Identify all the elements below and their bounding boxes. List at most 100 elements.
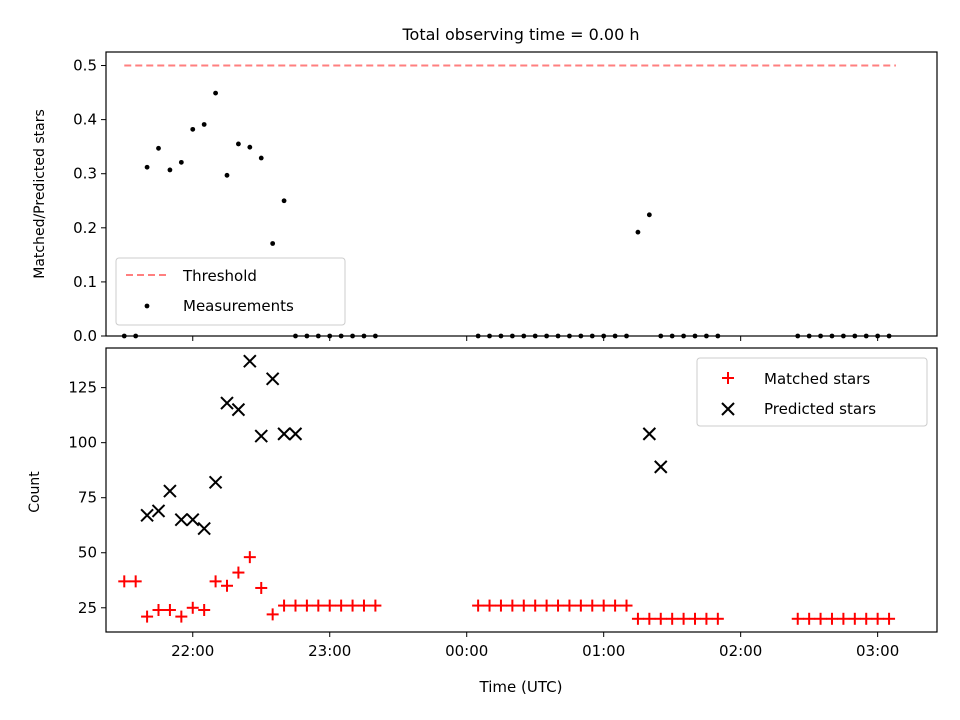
matched-star-point <box>597 599 610 612</box>
measurement-point <box>190 126 196 132</box>
predicted-star-point <box>151 504 166 518</box>
matched-star-point <box>517 599 530 612</box>
ratio-y-tick-label-0: 0.0 <box>73 327 97 345</box>
matched-star-point <box>312 599 325 612</box>
predicted-legend-swatch <box>721 402 735 416</box>
count-y-axis-label: Count <box>27 471 43 513</box>
predicted-star-point <box>243 354 257 368</box>
matched-star-point <box>883 612 896 625</box>
predicted-star-point <box>265 372 280 386</box>
matched-star-point <box>643 612 656 625</box>
measurement-point <box>646 212 652 218</box>
matched-star-point <box>803 612 816 625</box>
matched-star-point <box>586 599 599 612</box>
x-b <box>231 402 246 417</box>
measurement-point <box>178 159 184 165</box>
count-plot-area: 25 50 75 100 125 22:00 23:00 00:00 01:00 02:00 03:… <box>68 354 899 660</box>
matched-star-point <box>791 612 804 625</box>
matched-star-point <box>529 599 542 612</box>
matched-star-point <box>289 599 302 612</box>
x-b <box>186 513 200 527</box>
measurements-legend-label: Measurements <box>183 297 294 315</box>
matched-star-point <box>666 612 679 625</box>
x-tick-label-1: 23:00 <box>308 642 351 660</box>
matched-star-point <box>540 599 553 612</box>
chart-title: Total observing time = 0.00 h <box>401 25 639 44</box>
matched-star-point <box>300 599 313 612</box>
predicted-star-point <box>288 427 303 441</box>
x-b <box>220 396 234 410</box>
matched-star-point <box>243 551 256 564</box>
x-b <box>288 427 303 441</box>
x-b <box>277 427 291 441</box>
matched-star-point <box>848 612 861 625</box>
matched-star-point <box>574 599 587 612</box>
matched-star-point <box>220 579 233 592</box>
measurement-point <box>236 141 241 147</box>
ratio-y-tick-label-3: 0.3 <box>73 165 97 183</box>
ratio-y-tick-label-4: 0.4 <box>73 111 97 129</box>
matched-star-point <box>860 612 873 625</box>
matched-star-point <box>357 599 370 612</box>
ratio-legend-box <box>115 257 346 326</box>
matched-star-point <box>278 599 291 612</box>
matched-star-point <box>266 608 279 621</box>
x-b <box>243 354 257 368</box>
x-tick-label-5: 03:00 <box>856 642 899 660</box>
predicted-star-point <box>186 513 200 527</box>
matched-star-point <box>700 612 713 625</box>
measurement-point <box>201 122 207 127</box>
matched-star-point <box>472 599 485 612</box>
predicted-star-point <box>208 475 223 490</box>
matched-star-point <box>198 603 211 616</box>
measurement-point <box>156 145 161 151</box>
ratio-y-tick-label-1: 0.1 <box>73 273 97 291</box>
predicted-star-point <box>254 429 268 443</box>
measurement-point <box>258 155 264 161</box>
matched-star-point <box>483 599 496 612</box>
predicted-star-point <box>220 396 234 410</box>
measurement-point <box>270 241 276 246</box>
count-legend-box <box>696 357 928 427</box>
matched-star-point <box>677 612 690 625</box>
ratio-legend: Threshold Measurements <box>115 257 346 326</box>
matched-star-point <box>163 603 176 616</box>
predicted-star-point <box>231 402 246 417</box>
matched-star-point <box>871 612 884 625</box>
x-tick-label-4: 02:00 <box>719 642 762 660</box>
matched-star-point <box>335 599 348 612</box>
matched-star-point <box>711 612 724 625</box>
predicted-star-point <box>140 508 154 523</box>
matched-star-point <box>837 612 850 625</box>
x-b <box>163 484 177 498</box>
matched-star-point <box>620 599 633 612</box>
matched-star-point <box>255 581 268 594</box>
matched-star-point <box>494 599 507 612</box>
x-b <box>140 508 154 523</box>
x-b <box>254 429 268 443</box>
measurement-point <box>167 167 173 173</box>
x-tick-label-3: 01:00 <box>582 642 625 660</box>
x-b <box>151 504 166 518</box>
matched-star-point <box>152 603 165 616</box>
ratio-y-axis-label: Matched/Predicted stars <box>32 109 48 279</box>
measurement-point <box>281 198 287 204</box>
matched-star-point <box>506 599 519 612</box>
matched-star-point <box>825 612 838 625</box>
predicted-star-point <box>163 484 177 498</box>
matched-star-point <box>552 599 565 612</box>
predicted-star-point <box>654 460 668 474</box>
matched-star-point <box>323 599 336 612</box>
matched-star-point <box>814 612 827 625</box>
measurement-point <box>224 172 230 178</box>
matched-star-point <box>654 612 667 625</box>
matched-star-point <box>369 599 382 612</box>
count-y-tick-label-3: 100 <box>68 434 97 452</box>
x-tick-label-2: 00:00 <box>445 642 488 660</box>
matched-legend-label: Matched stars <box>764 370 870 388</box>
count-y-tick-label-0: 25 <box>78 599 97 617</box>
count-y-tick-label-4: 125 <box>68 379 97 397</box>
measurement-point <box>247 144 253 150</box>
count-y-tick-label-2: 75 <box>78 489 97 507</box>
